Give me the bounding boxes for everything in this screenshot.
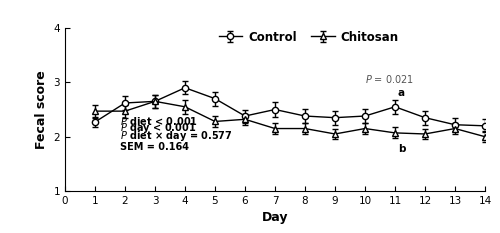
X-axis label: Day: Day — [262, 212, 288, 224]
Legend: Control, Chitosan: Control, Chitosan — [218, 31, 398, 44]
Text: a: a — [398, 88, 405, 98]
Y-axis label: Fecal score: Fecal score — [35, 70, 48, 149]
Text: b: b — [398, 144, 406, 154]
Text: SEM = 0.164: SEM = 0.164 — [120, 142, 190, 152]
Text: $\it{P}$ diet < 0.001: $\it{P}$ diet < 0.001 — [120, 115, 198, 127]
Text: $\it{P}$ diet × day = 0.577: $\it{P}$ diet × day = 0.577 — [120, 130, 233, 144]
Text: $\it{P}$ = 0.021: $\it{P}$ = 0.021 — [365, 73, 414, 85]
Text: $\it{P}$ day < 0.001: $\it{P}$ day < 0.001 — [120, 121, 197, 135]
